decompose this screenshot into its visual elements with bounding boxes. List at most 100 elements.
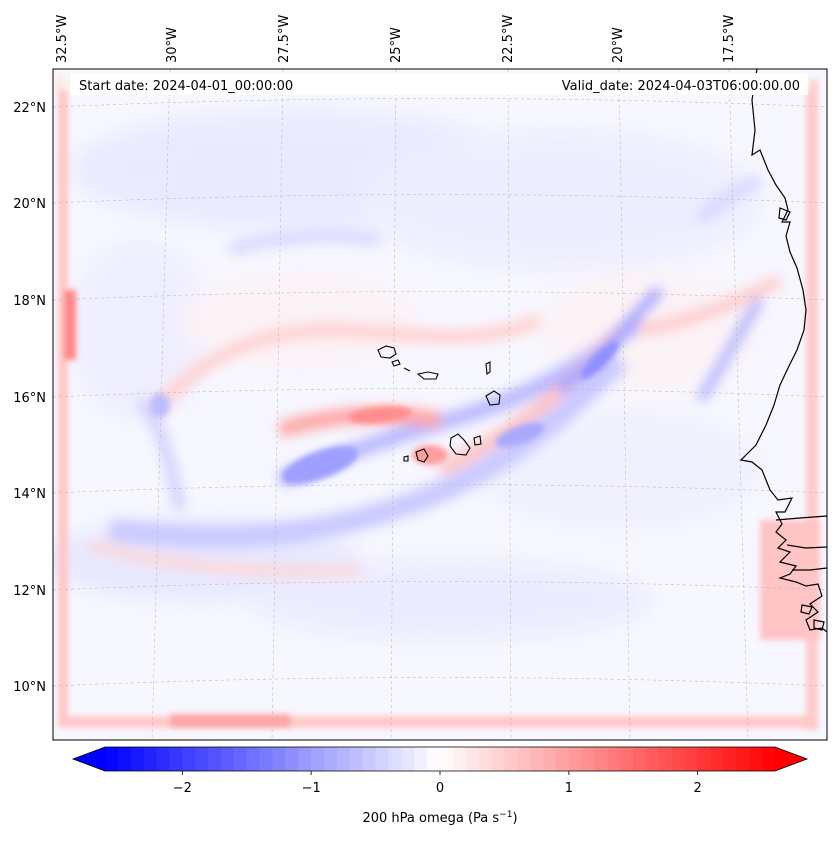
- colorbar-cell: [646, 747, 660, 771]
- colorbar-cell: [130, 747, 145, 771]
- gridline-lon-17-5w: [728, 69, 749, 740]
- lat-label-16n: 16°N: [13, 391, 46, 406]
- colorbar-label-close: ): [512, 811, 517, 826]
- colorbar-tick-label: 0: [436, 781, 444, 796]
- valid-date-label: Valid_date: 2024-04-03T06:00:00.00: [562, 79, 800, 94]
- colorbar-outline: [71, 746, 809, 772]
- lon-label-25w: 25°W: [389, 27, 404, 63]
- colorbar-tick-label: −1: [302, 781, 321, 796]
- colorbar-cell: [504, 747, 518, 771]
- island-santa-luzia: [403, 367, 411, 372]
- island-sao-nicolau: [416, 371, 439, 380]
- colorbar-cell: [736, 747, 750, 771]
- lat-label-18n: 18°N: [13, 294, 46, 309]
- colorbar-cell: [478, 747, 493, 771]
- colorbar-cell: [659, 747, 673, 771]
- island-bijagos-1: [800, 604, 813, 615]
- omega-field: [53, 69, 827, 740]
- colorbar-cell: [491, 747, 505, 771]
- guinea-bissau-border: [786, 544, 827, 549]
- gridline-lat-16n: [53, 388, 827, 398]
- gridline-lon-20w: [618, 69, 631, 740]
- colorbar-cell: [272, 747, 286, 771]
- colorbar-cell: [568, 747, 583, 771]
- colorbar-cell: [375, 747, 389, 771]
- gridline-lat-20n: [53, 194, 827, 204]
- lon-label-22-5w: 22.5°W: [501, 15, 516, 63]
- coast-inlet: [778, 207, 791, 221]
- colorbar-cell: [697, 747, 712, 771]
- colorbar-label-main: 200 hPa omega (Pa s: [362, 811, 499, 826]
- colorbar-cell: [349, 747, 364, 771]
- lon-label-27-5w: 27.5°W: [277, 15, 292, 63]
- colorbar: −2 −1 0 1 2 200 hPa omega (Pa s−1): [71, 746, 809, 826]
- colorbar-cell: [336, 747, 351, 771]
- colorbar-cell: [607, 747, 621, 771]
- colorbar-label: 200 hPa omega (Pa s−1): [362, 810, 517, 826]
- colorbar-extend-max: [775, 747, 807, 771]
- gambia-border: [775, 515, 827, 521]
- colorbar-cell: [749, 747, 763, 771]
- colorbar-cell: [465, 747, 480, 771]
- island-boa-vista: [485, 390, 501, 406]
- colorbar-cell: [311, 747, 325, 771]
- gridline-lon-22-5w: [507, 69, 512, 740]
- lon-label-30w: 30°W: [165, 27, 180, 63]
- island-santiago: [449, 433, 471, 456]
- colorbar-cell: [633, 747, 647, 771]
- colorbar-cell: [530, 747, 544, 771]
- colorbar-cell: [671, 747, 686, 771]
- coastline-africa: [739, 69, 827, 633]
- gridline-lat-12n: [53, 581, 827, 591]
- lon-label-32-5w: 32.5°W: [55, 15, 70, 63]
- colorbar-cell: [298, 747, 312, 771]
- latitude-labels: 22°N 20°N 18°N 16°N 14°N 12°N 10°N: [13, 101, 46, 695]
- lat-label-22n: 22°N: [13, 101, 46, 116]
- island-brava: [403, 455, 409, 462]
- island-fogo: [415, 448, 429, 463]
- colorbar-extend-min: [73, 747, 105, 771]
- colorbar-cell: [414, 747, 428, 771]
- gridline-lat-18n: [53, 291, 827, 301]
- island-bijagos-2: [813, 619, 825, 631]
- colorbar-cell: [259, 747, 273, 771]
- colorbar-cell: [452, 747, 467, 771]
- map-frame: [52, 68, 828, 741]
- colorbar-cell: [208, 747, 222, 771]
- colorbar-cell: [543, 747, 557, 771]
- coastline-main: [739, 69, 827, 633]
- island-santo-antao: [377, 345, 397, 359]
- colorbar-cell: [105, 747, 119, 771]
- colorbar-cell: [246, 747, 261, 771]
- colorbar-cell: [684, 747, 699, 771]
- colorbar-cell: [762, 747, 776, 771]
- longitude-labels: 32.5°W 30°W 27.5°W 25°W 22.5°W 20°W 17.5…: [55, 15, 737, 63]
- colorbar-tick-label: −2: [173, 781, 192, 796]
- lat-label-12n: 12°N: [13, 584, 46, 599]
- colorbar-cell: [620, 747, 634, 771]
- lat-label-10n: 10°N: [13, 680, 46, 695]
- colorbar-cell: [285, 747, 299, 771]
- colorbar-cell: [427, 747, 441, 771]
- colorbar-cell: [324, 747, 338, 771]
- island-maio: [473, 435, 482, 446]
- colorbar-cell: [117, 747, 132, 771]
- lon-label-17-5w: 17.5°W: [722, 15, 737, 63]
- gridline-lat-10n: [53, 677, 827, 687]
- colorbar-cell: [517, 747, 531, 771]
- colorbar-cell: [182, 747, 196, 771]
- gridlines: [53, 69, 827, 740]
- start-date-label: Start date: 2024-04-01_00:00:00: [79, 79, 293, 94]
- colorbar-cell: [195, 747, 209, 771]
- gridline-lat-14n: [53, 484, 827, 494]
- colorbar-cell: [143, 747, 158, 771]
- colorbar-cell: [362, 747, 377, 771]
- colorbar-cell: [440, 747, 454, 771]
- colorbar-cell: [156, 747, 170, 771]
- colorbar-cell: [220, 747, 235, 771]
- colorbar-label-exponent: −1: [499, 810, 512, 820]
- colorbar-cell: [723, 747, 737, 771]
- colorbar-cells: [73, 747, 807, 771]
- colorbar-tick-label: 1: [565, 781, 573, 796]
